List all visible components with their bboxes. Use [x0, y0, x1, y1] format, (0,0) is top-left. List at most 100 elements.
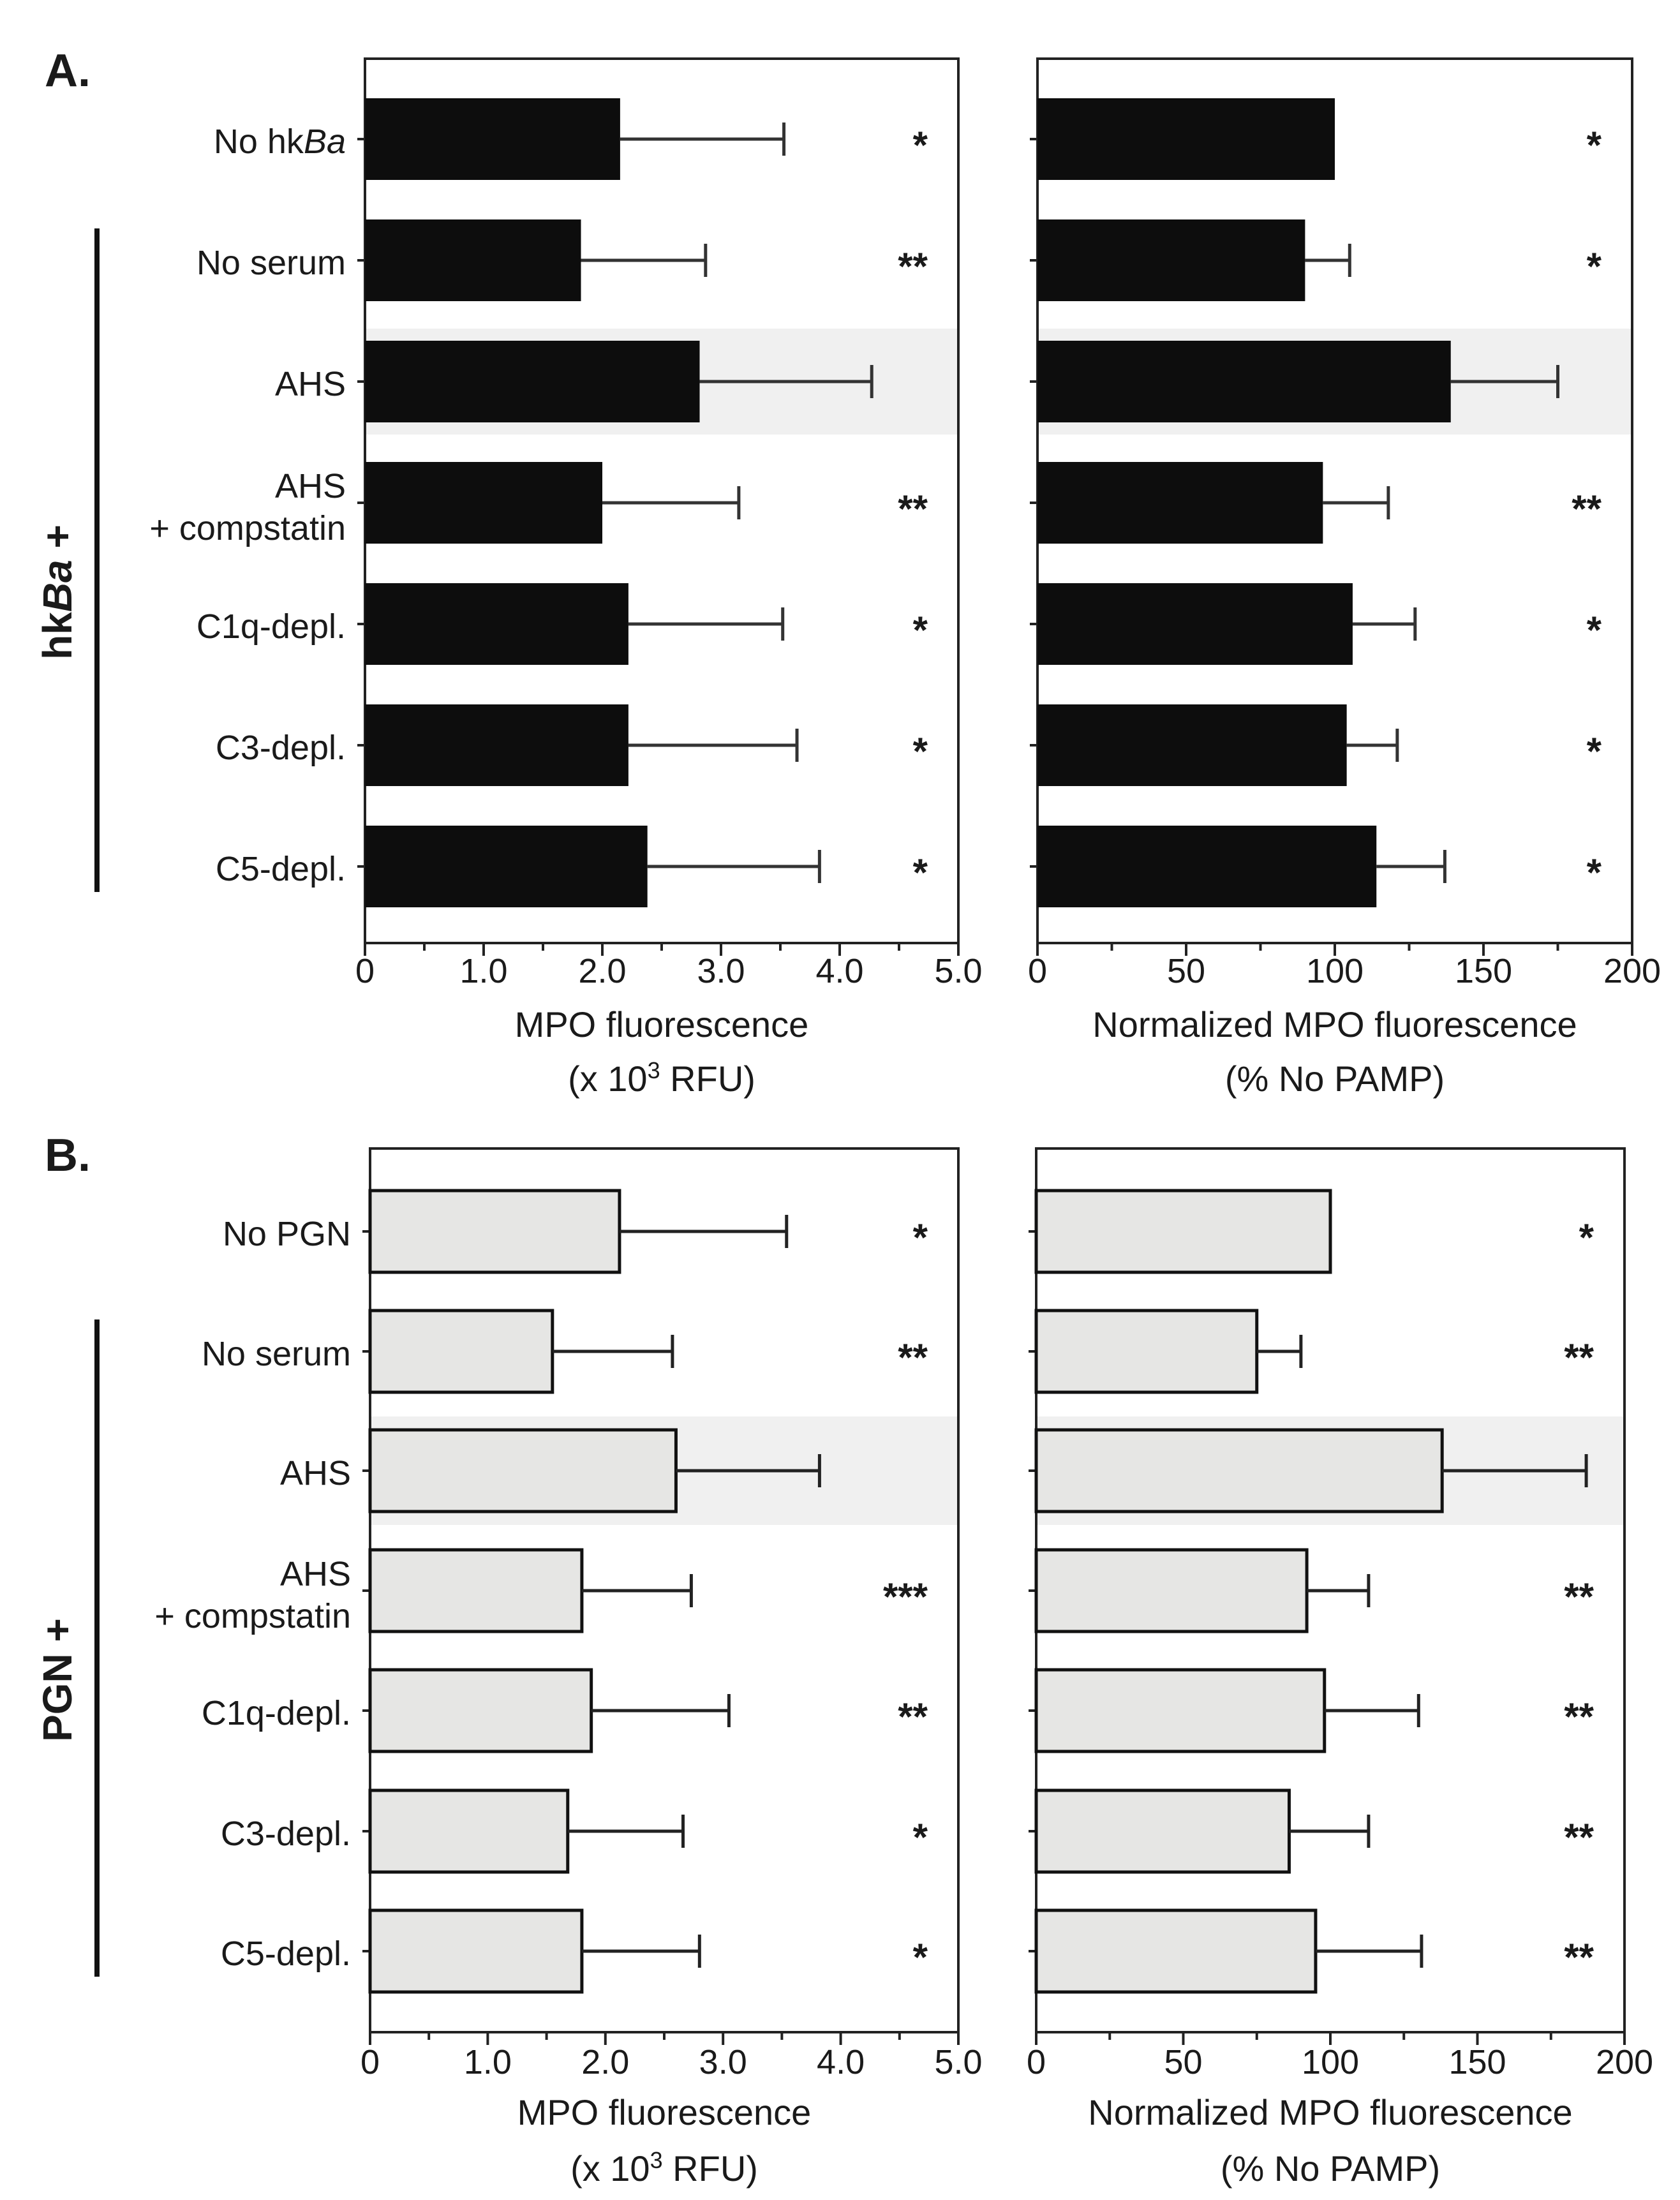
significance-marker: **	[1564, 1936, 1594, 1979]
category-label: No serum	[202, 1335, 351, 1373]
category-label: AHS	[280, 1555, 351, 1593]
bar	[1034, 1788, 1291, 1874]
category-label: C1q-depl.	[202, 1694, 351, 1732]
significance-marker: *	[913, 1816, 928, 1859]
bar	[1037, 462, 1323, 544]
category-label: C3-depl.	[216, 729, 346, 767]
category-label: C5-depl.	[216, 850, 346, 888]
x-tick-label: 50	[1164, 2043, 1202, 2081]
bar	[1034, 1668, 1327, 1753]
significance-marker: *	[913, 730, 928, 773]
x-axis-label-units: (x 103 RFU)	[570, 2147, 758, 2189]
significance-marker: *	[1579, 1216, 1595, 1259]
category-label: No PGN	[223, 1215, 351, 1253]
significance-marker: *	[913, 1936, 928, 1979]
x-tick-label: 200	[1596, 2043, 1653, 2081]
x-axis-label: MPO fluorescence	[515, 1004, 809, 1044]
significance-marker: **	[1564, 1695, 1594, 1738]
bar	[365, 583, 628, 665]
significance-marker: **	[1564, 1816, 1594, 1859]
significance-marker: **	[898, 487, 928, 530]
bar	[1034, 1548, 1309, 1633]
x-axis-label: Normalized MPO fluorescence	[1088, 2092, 1572, 2132]
bar	[368, 1548, 584, 1633]
bar	[365, 826, 648, 907]
group-label: PGN +	[34, 1618, 80, 1742]
bar	[1037, 583, 1353, 665]
bar	[365, 219, 581, 301]
x-tick-label: 0	[1027, 2043, 1046, 2081]
x-axis-label-units: (x 103 RFU)	[568, 1057, 755, 1099]
x-axis-label: MPO fluorescence	[517, 2092, 812, 2132]
category-label: + compstatin	[154, 1597, 351, 1635]
x-axis-label-units: (% No PAMP)	[1221, 2148, 1440, 2189]
category-label: C3-depl.	[221, 1815, 351, 1853]
significance-marker: **	[898, 1336, 928, 1379]
bar	[368, 1908, 584, 1994]
x-tick-label: 4.0	[817, 2043, 865, 2081]
x-tick-label: 200	[1603, 952, 1661, 990]
bar	[1037, 826, 1377, 907]
bar	[1034, 1309, 1259, 1394]
bar	[368, 1668, 593, 1753]
bar	[1037, 704, 1347, 786]
category-label: No serum	[197, 244, 346, 282]
significance-marker: *	[1587, 730, 1602, 773]
significance-marker: **	[1572, 487, 1602, 530]
x-tick-label: 3.0	[697, 952, 745, 990]
bar	[365, 462, 602, 544]
bar	[1034, 1908, 1318, 1994]
significance-marker: **	[898, 1695, 928, 1738]
significance-marker: **	[1564, 1336, 1594, 1379]
bar	[368, 1428, 678, 1513]
significance-marker: *	[913, 124, 928, 167]
category-label: No hkBa	[214, 123, 346, 161]
significance-marker: *	[1587, 851, 1602, 894]
x-tick-label: 4.0	[815, 952, 863, 990]
bar	[1037, 219, 1305, 301]
bar	[365, 98, 620, 180]
category-label: C5-depl.	[221, 1935, 351, 1973]
x-tick-label: 1.0	[464, 2043, 512, 2081]
bar	[1034, 1428, 1444, 1513]
x-tick-label: 100	[1306, 952, 1364, 990]
significance-marker: *	[1587, 245, 1602, 288]
x-tick-label: 5.0	[934, 952, 982, 990]
x-tick-label: 1.0	[459, 952, 507, 990]
bar	[365, 704, 628, 786]
x-tick-label: 0	[1028, 952, 1047, 990]
significance-marker: **	[898, 245, 928, 288]
category-label: C1q-depl.	[197, 607, 346, 646]
x-tick-label: 2.0	[578, 952, 626, 990]
bar	[368, 1309, 554, 1394]
category-label: AHS	[275, 467, 346, 505]
significance-marker: *	[1587, 609, 1602, 651]
significance-marker: *	[1587, 124, 1602, 167]
panel-label: B.	[45, 1130, 91, 1181]
category-label: + compstatin	[149, 509, 346, 547]
significance-marker: ***	[883, 1575, 928, 1618]
x-tick-label: 2.0	[581, 2043, 629, 2081]
x-tick-label: 50	[1167, 952, 1205, 990]
significance-marker: *	[913, 851, 928, 894]
x-tick-label: 100	[1302, 2043, 1359, 2081]
significance-marker: *	[913, 1216, 928, 1259]
bar	[365, 341, 700, 422]
bar	[1034, 1189, 1332, 1274]
x-tick-label: 150	[1448, 2043, 1506, 2081]
significance-marker: *	[913, 609, 928, 651]
x-tick-label: 3.0	[699, 2043, 747, 2081]
significance-marker: **	[1564, 1575, 1594, 1618]
x-tick-label: 5.0	[934, 2043, 982, 2081]
x-axis-label-units: (% No PAMP)	[1225, 1059, 1445, 1099]
panel-label: A.	[45, 45, 91, 96]
bar	[1037, 98, 1335, 180]
category-label: AHS	[275, 365, 346, 403]
x-tick-label: 0	[355, 952, 375, 990]
category-label: AHS	[280, 1454, 351, 1492]
bar	[1037, 341, 1451, 422]
x-tick-label: 0	[361, 2043, 380, 2081]
x-tick-label: 150	[1455, 952, 1512, 990]
group-label: hkBa +	[34, 524, 80, 660]
